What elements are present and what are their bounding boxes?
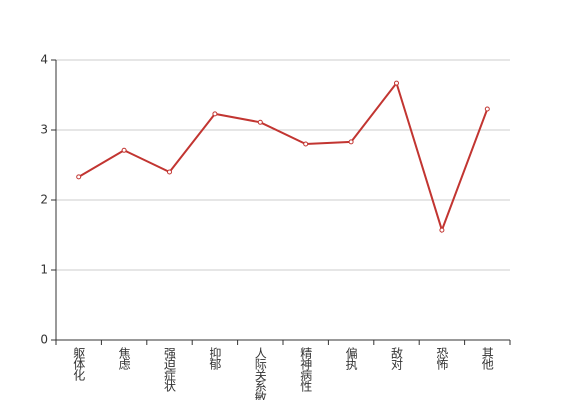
x-tick-label: 人际关系敏感	[253, 347, 267, 400]
x-tick-label: 偏执	[344, 346, 358, 371]
y-tick-label: 0	[40, 333, 48, 347]
point	[121, 147, 127, 153]
point	[257, 119, 263, 125]
x-tick-label: 其他	[480, 347, 494, 370]
x-tick-label: 精神病性	[299, 347, 313, 393]
y-tick-label: 3	[40, 123, 48, 137]
x-tick-label: 躯体化	[72, 346, 86, 382]
point	[167, 169, 172, 175]
line	[78, 80, 489, 234]
x-tick-label: 焦虑	[117, 347, 131, 370]
y-tick-label: 2	[40, 193, 48, 207]
point	[439, 227, 445, 233]
point	[484, 106, 490, 112]
x-tick-label: 敌对	[390, 346, 404, 370]
x-tick-label: 强迫症状	[163, 347, 177, 392]
x-tick-label: 恐怖	[435, 347, 449, 370]
point	[76, 174, 82, 180]
point	[348, 139, 354, 145]
x-tick-label: 抑郁	[208, 346, 222, 371]
y-tick-label: 4	[40, 53, 48, 67]
point	[394, 80, 399, 86]
point	[303, 141, 309, 147]
y-tick-label: 1	[40, 263, 48, 277]
point	[212, 111, 218, 117]
